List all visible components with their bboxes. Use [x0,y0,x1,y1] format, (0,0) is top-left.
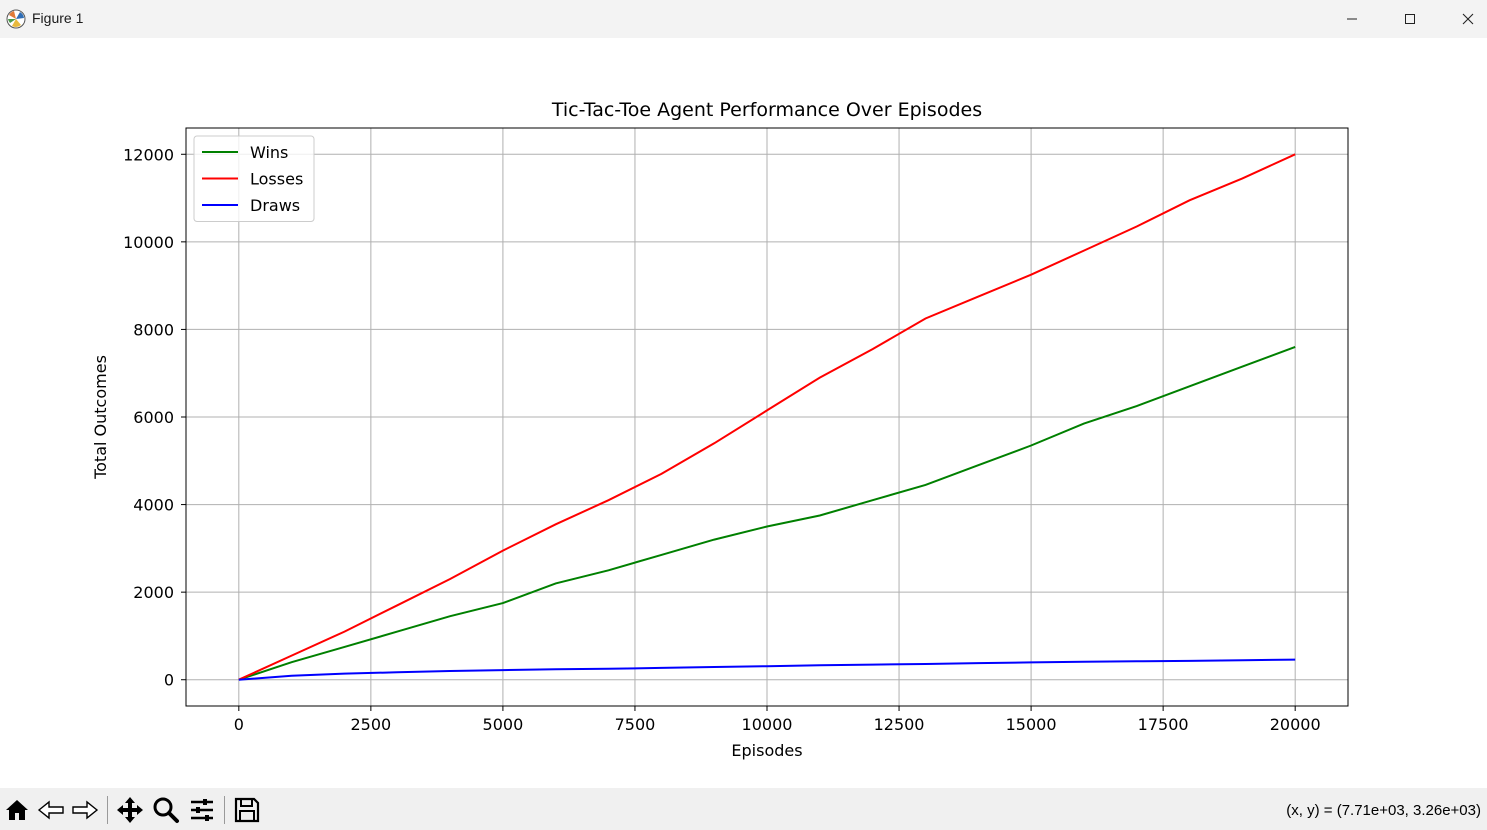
legend: Wins Losses Draws [193,135,315,222]
save-icon [234,797,260,823]
forward-button[interactable] [69,795,101,825]
maximize-icon [1405,14,1415,24]
y-tick-label: 2000 [133,583,174,602]
forward-icon [72,800,99,820]
home-icon [6,800,28,820]
grid-lines [186,128,1348,706]
save-button[interactable] [231,795,263,825]
x-tick-label: 7500 [615,715,656,734]
back-icon [37,800,64,820]
close-icon [1462,13,1474,25]
axis-ticks: 0 2500 5000 7500 10000 12500 15000 17500 20000 0 2… [123,145,1321,734]
legend-box [193,135,315,222]
y-tick-label: 4000 [133,496,174,515]
figure-canvas[interactable]: 0 2500 5000 7500 10000 12500 15000 17500 20000 0 2… [0,38,1487,788]
series-lines [238,153,1296,681]
y-tick-label: 6000 [133,408,174,427]
x-tick-label: 17500 [1138,715,1189,734]
x-axis-label: Episodes [731,741,802,760]
zoom-icon [153,797,179,823]
minimize-icon [1347,18,1357,20]
x-tick-label: 5000 [483,715,524,734]
configure-subplots-icon [191,799,213,821]
pan-button[interactable] [114,795,146,825]
x-tick-label: 12500 [874,715,925,734]
title-bar: Figure 1 [0,0,1487,38]
series-line-losses [238,153,1296,681]
minimize-button[interactable] [1323,0,1381,38]
x-tick-label: 20000 [1270,715,1321,734]
home-button[interactable] [1,795,33,825]
x-tick-label: 0 [234,715,244,734]
legend-label: Draws [250,196,300,215]
series-line-wins [238,345,1296,681]
window-title: Figure 1 [32,10,84,26]
legend-label: Wins [250,143,288,162]
back-button[interactable] [35,795,67,825]
x-tick-label: 2500 [351,715,392,734]
navigation-toolbar: (x, y) = (7.71e+03, 3.26e+03) [0,788,1487,830]
y-tick-label: 10000 [123,233,174,252]
matplotlib-icon [6,9,26,29]
y-axis-label: Total Outcomes [91,355,110,480]
configure-subplots-button[interactable] [186,795,218,825]
x-tick-label: 15000 [1006,715,1057,734]
toolbar-separator [107,796,108,824]
chart-title: Tic-Tac-Toe Agent Performance Over Episo… [551,99,982,121]
y-tick-label: 8000 [133,320,174,339]
series-line-draws [238,658,1296,681]
x-tick-label: 10000 [742,715,793,734]
cursor-coordinates: (x, y) = (7.71e+03, 3.26e+03) [1286,802,1481,819]
maximize-button[interactable] [1381,0,1439,38]
toolbar-separator [224,796,225,824]
pan-icon [117,797,143,823]
close-button[interactable] [1439,0,1487,38]
y-tick-label: 12000 [123,145,174,164]
zoom-button[interactable] [150,795,182,825]
line-chart: 0 2500 5000 7500 10000 12500 15000 17500 20000 0 2… [91,99,1349,760]
y-tick-label: 0 [164,671,174,690]
legend-label: Losses [250,170,303,189]
